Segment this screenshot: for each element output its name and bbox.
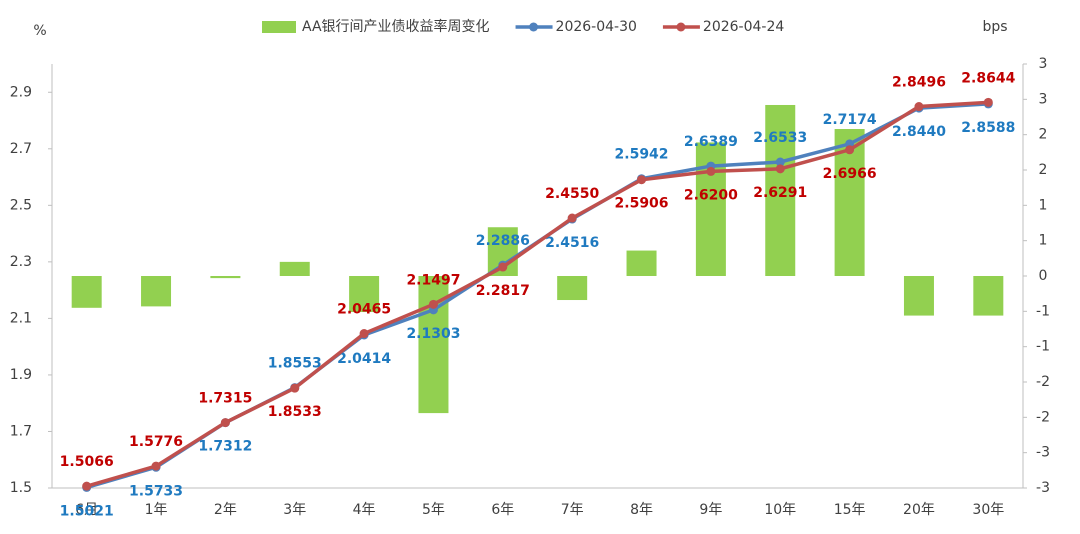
line bbox=[86, 100, 989, 488]
y2-tick-label: -1 bbox=[1036, 339, 1050, 355]
y2-axis-label: bps bbox=[982, 19, 1007, 35]
y-tick-label: 2.3 bbox=[10, 254, 32, 270]
data-label: 2.4550 bbox=[545, 186, 599, 202]
data-label: 2.8644 bbox=[961, 70, 1015, 86]
data-label: 1.5066 bbox=[60, 454, 114, 470]
data-label: 1.7315 bbox=[198, 391, 252, 407]
point bbox=[428, 299, 438, 309]
y2-tick-label: 3 bbox=[1039, 56, 1048, 72]
point bbox=[914, 102, 924, 112]
data-label: 1.5021 bbox=[60, 503, 114, 519]
y2-tick-label: -2 bbox=[1036, 409, 1050, 425]
data-label: 1.8533 bbox=[268, 404, 322, 420]
point bbox=[151, 461, 161, 471]
point bbox=[775, 164, 785, 174]
bar bbox=[973, 276, 1004, 316]
data-label: 2.6966 bbox=[823, 166, 877, 182]
y2-tick-label: -3 bbox=[1036, 445, 1050, 461]
data-label: 1.7312 bbox=[198, 439, 252, 455]
y-tick-label: 2.9 bbox=[10, 84, 32, 100]
y-axis-label: % bbox=[33, 23, 46, 39]
point bbox=[220, 418, 230, 428]
point bbox=[498, 262, 508, 272]
y2-tick-label: -1 bbox=[1036, 303, 1050, 319]
x-tick-label: 5年 bbox=[422, 502, 445, 518]
point bbox=[567, 213, 577, 223]
x-tick-label: 9年 bbox=[699, 502, 722, 518]
y2-tick-label: 3 bbox=[1039, 91, 1048, 107]
data-label: 1.5776 bbox=[129, 434, 183, 450]
data-label: 1.8553 bbox=[268, 356, 322, 372]
point bbox=[775, 157, 785, 167]
y2-tick-label: 0 bbox=[1039, 268, 1048, 284]
point bbox=[706, 166, 716, 176]
data-label: 2.6389 bbox=[684, 134, 738, 150]
x-tick-label: 6年 bbox=[491, 502, 514, 518]
bar bbox=[626, 250, 657, 276]
x-tick-label: 8年 bbox=[630, 502, 653, 518]
legend-swatch bbox=[262, 21, 296, 33]
x-tick-label: 3年 bbox=[283, 502, 306, 518]
data-label: 2.7174 bbox=[823, 112, 877, 128]
y-tick-label: 2.5 bbox=[10, 197, 32, 213]
data-label: 2.6533 bbox=[753, 130, 807, 146]
bar bbox=[71, 276, 102, 308]
y-tick-label: 1.9 bbox=[10, 367, 32, 383]
bar bbox=[141, 276, 172, 307]
data-label: 2.1303 bbox=[406, 326, 460, 342]
legend-marker bbox=[529, 22, 539, 32]
legend-label: AA银行间产业债收益率周变化 bbox=[302, 18, 490, 35]
x-tick-label: 2年 bbox=[214, 502, 237, 518]
data-label: 2.6200 bbox=[684, 187, 738, 203]
y2-tick-label: -2 bbox=[1036, 374, 1050, 390]
legend-label: 2026-04-24 bbox=[703, 19, 784, 35]
data-label: 2.6291 bbox=[753, 185, 807, 201]
data-label: 2.0414 bbox=[337, 351, 391, 367]
data-label: 2.0465 bbox=[337, 302, 391, 318]
x-tick-label: 1年 bbox=[145, 502, 168, 518]
data-label: 2.8496 bbox=[892, 75, 946, 91]
y2-tick-label: 2 bbox=[1039, 162, 1048, 178]
data-label: 2.1497 bbox=[406, 272, 460, 288]
y-tick-label: 1.5 bbox=[10, 480, 32, 496]
y2-tick-label: 2 bbox=[1039, 127, 1048, 143]
point bbox=[983, 97, 993, 107]
bar bbox=[557, 276, 588, 301]
x-tick-label: 4年 bbox=[353, 502, 376, 518]
data-label: 2.2886 bbox=[476, 233, 530, 249]
data-label: 2.8440 bbox=[892, 124, 946, 140]
point bbox=[359, 329, 369, 339]
x-tick-label: 30年 bbox=[972, 502, 1004, 518]
point bbox=[845, 145, 855, 155]
data-label: 2.8588 bbox=[961, 120, 1015, 136]
bar bbox=[279, 261, 310, 276]
data-label: 1.5733 bbox=[129, 483, 183, 499]
x-tick-label: 20年 bbox=[903, 502, 935, 518]
x-tick-label: 15年 bbox=[834, 502, 866, 518]
bar bbox=[903, 276, 934, 316]
y2-tick-label: 1 bbox=[1039, 197, 1048, 213]
y-tick-label: 2.7 bbox=[10, 141, 32, 157]
point bbox=[637, 175, 647, 185]
point bbox=[290, 383, 300, 393]
y-tick-label: 2.1 bbox=[10, 310, 32, 326]
bar bbox=[210, 276, 241, 279]
x-tick-label: 10年 bbox=[764, 502, 796, 518]
legend-label: 2026-04-30 bbox=[556, 19, 637, 35]
bar bbox=[418, 276, 449, 414]
y-tick-label: 1.7 bbox=[10, 423, 32, 439]
x-tick-label: 7年 bbox=[561, 502, 584, 518]
y2-tick-label: -3 bbox=[1036, 480, 1050, 496]
legend-marker bbox=[676, 22, 686, 32]
bar bbox=[765, 104, 796, 276]
y2-tick-label: 1 bbox=[1039, 233, 1048, 249]
data-label: 2.4516 bbox=[545, 235, 599, 251]
point bbox=[82, 481, 92, 491]
bar bbox=[349, 276, 380, 313]
data-label: 2.5906 bbox=[615, 196, 669, 212]
data-label: 2.5942 bbox=[615, 147, 669, 163]
data-label: 2.2817 bbox=[476, 283, 530, 299]
x-tick-label: 6月 bbox=[75, 502, 98, 518]
